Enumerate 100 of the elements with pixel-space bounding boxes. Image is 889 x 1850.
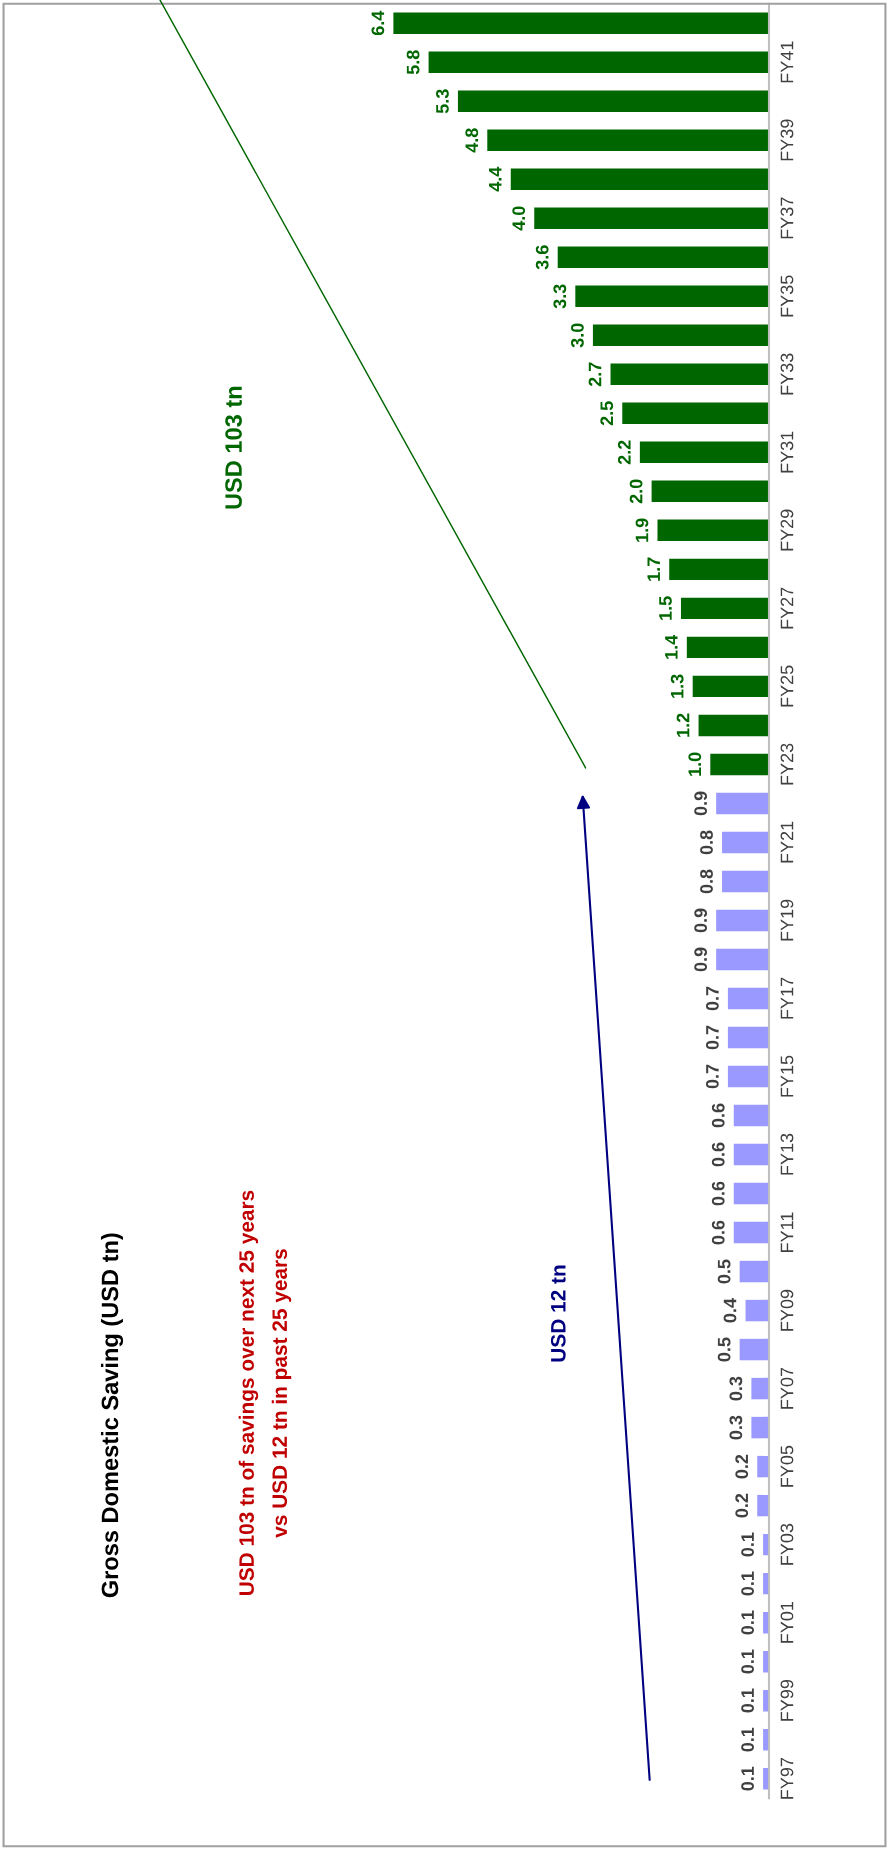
data-label: 5.3 [436, 89, 449, 114]
data-label: 1.5 [659, 596, 672, 620]
bar [751, 1416, 769, 1439]
data-label: 3.6 [535, 245, 549, 270]
y-tick-label: FY19 [780, 899, 794, 941]
y-tick-label: FY25 [780, 665, 794, 707]
bar [510, 168, 769, 190]
data-label: 3.0 [571, 323, 584, 348]
data-label: 1.3 [670, 674, 684, 698]
data-label: 1.9 [635, 518, 649, 542]
y-tick-label: FY35 [780, 275, 794, 317]
y-tick-label: FY07 [780, 1367, 794, 1409]
text: USD 103 tn of savings over next 25 years vs USD 12 tn in past 25 years [238, 1190, 292, 1595]
data-label: 0.4 [723, 1298, 737, 1323]
y-tick-label: FY37 [780, 197, 794, 239]
bar [733, 1143, 769, 1166]
data-label: 0.1 [741, 1610, 754, 1635]
y-tick-label: FY41 [780, 41, 794, 83]
data-label: 6.4 [371, 10, 385, 36]
bar [733, 1104, 769, 1127]
data-label: 0.9 [694, 791, 708, 816]
bar [739, 1260, 769, 1283]
bar [716, 792, 769, 815]
bar [757, 1455, 769, 1478]
data-label: 4.0 [512, 206, 526, 231]
y-tick-label: FY17 [780, 977, 794, 1019]
data-label: 0.7 [705, 1025, 719, 1050]
y-tick-label: FY33 [780, 353, 794, 395]
data-label: 0.2 [735, 1493, 749, 1518]
bar [651, 480, 769, 503]
y-tick-label: FY31 [780, 431, 794, 473]
bar [457, 90, 769, 112]
bar [622, 402, 769, 425]
bar [592, 324, 769, 347]
y-tick-label: FY99 [780, 1679, 794, 1721]
data-label: 0.6 [711, 1103, 725, 1128]
y-tick-label: FY03 [780, 1523, 794, 1565]
y-tick-label: FY05 [780, 1445, 794, 1487]
bar [686, 636, 769, 659]
bar [739, 1338, 769, 1361]
data-label: 0.2 [735, 1454, 749, 1479]
data-label: 1.2 [676, 713, 690, 737]
bar [727, 1065, 769, 1088]
data-label: 3.3 [553, 284, 567, 309]
bar [751, 1377, 769, 1400]
annotation: USD 12 tn [550, 1265, 566, 1362]
data-label: 0.1 [741, 1532, 754, 1557]
data-label: 5.8 [406, 50, 420, 75]
data-label: 0.3 [729, 1376, 743, 1401]
bar [722, 870, 769, 893]
data-label: 4.8 [465, 128, 479, 153]
bar [610, 363, 769, 386]
data-label: 0.1 [741, 1571, 754, 1596]
data-label: 0.6 [711, 1142, 725, 1167]
bar [698, 714, 769, 737]
data-label: 0.6 [711, 1220, 725, 1245]
bar [727, 1026, 769, 1049]
data-label: 0.1 [741, 1649, 754, 1674]
data-label: 0.5 [717, 1337, 731, 1362]
y-tick-label: FY29 [780, 509, 794, 551]
bar [575, 285, 769, 308]
data-label: 0.1 [741, 1727, 754, 1752]
data-label: 0.1 [741, 1766, 754, 1791]
bar [657, 519, 769, 542]
data-label: 0.1 [741, 1688, 754, 1713]
bar [692, 675, 769, 698]
bar [745, 1299, 769, 1322]
data-label: 0.6 [711, 1181, 725, 1206]
data-label: 1.4 [665, 634, 678, 659]
data-label: 0.5 [717, 1259, 731, 1284]
data-label: 2.0 [629, 479, 643, 504]
bar [733, 1221, 769, 1244]
y-tick-label: FY21 [780, 821, 794, 863]
bar [557, 246, 769, 268]
data-label: 2.2 [617, 440, 631, 465]
bar [680, 597, 769, 620]
bar [534, 207, 769, 229]
data-label: 4.4 [489, 166, 502, 192]
y-tick-label: FY39 [780, 119, 794, 161]
data-label: 0.7 [705, 1064, 719, 1089]
bar [710, 753, 769, 776]
bar [716, 948, 769, 971]
text: USD 103 tn [225, 386, 242, 509]
bar [669, 558, 769, 581]
text: Gross Domestic Saving (USD tn) [100, 1233, 124, 1598]
data-label: 0.8 [700, 869, 713, 894]
data-label: 0.3 [729, 1415, 743, 1440]
bar [727, 987, 769, 1010]
y-tick-label: FY01 [780, 1601, 794, 1643]
bar [487, 129, 769, 151]
bar [716, 909, 769, 932]
y-tick-label: FY15 [780, 1055, 794, 1097]
bar [733, 1182, 769, 1205]
data-label: 2.5 [600, 401, 614, 426]
y-tick-label: FY23 [780, 743, 794, 785]
data-label: 0.7 [705, 986, 719, 1011]
y-tick-label: FY11 [780, 1212, 794, 1252]
y-tick-label: FY97 [780, 1758, 794, 1799]
data-label: 0.9 [694, 908, 708, 933]
data-label: 1.0 [688, 752, 702, 776]
